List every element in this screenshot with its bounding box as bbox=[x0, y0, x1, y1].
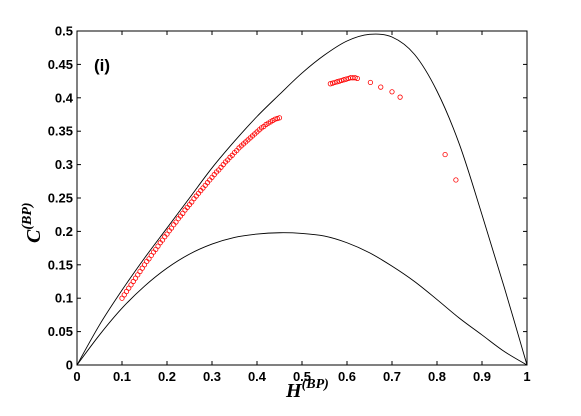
data-point bbox=[336, 78, 342, 84]
y-tick-label: 0.1 bbox=[55, 291, 73, 306]
x-axis-title: H(BP) bbox=[285, 377, 329, 402]
data-point bbox=[329, 80, 336, 86]
x-tick-label: 0.5 bbox=[293, 369, 311, 384]
data-point bbox=[338, 77, 345, 84]
data-point bbox=[343, 76, 349, 82]
x-axis-title-base: H bbox=[285, 380, 303, 402]
data-point bbox=[272, 116, 278, 122]
y-axis-title-base: C bbox=[23, 229, 45, 243]
data-point bbox=[453, 177, 459, 183]
x-tick-label: 1 bbox=[523, 369, 530, 384]
panel-label: (i) bbox=[94, 56, 110, 75]
x-tick-label: 0.2 bbox=[158, 369, 176, 384]
data-point bbox=[334, 79, 340, 85]
data-point bbox=[352, 75, 358, 81]
x-tick-labels: 0 0.1 0.2 0.3 0.4 0.5 0.6 0.7 0.8 0.9 1 bbox=[73, 369, 530, 384]
data-point bbox=[442, 151, 448, 158]
data-point bbox=[389, 89, 395, 95]
data-point bbox=[332, 79, 338, 86]
data-point bbox=[378, 84, 384, 90]
upper-boundary-curve bbox=[76, 33, 528, 366]
y-tick-label: 0.25 bbox=[48, 191, 73, 206]
y-tick-label: 0 bbox=[66, 358, 73, 373]
data-point bbox=[274, 115, 280, 122]
data-point bbox=[341, 77, 347, 83]
y-tick-label: 0.05 bbox=[48, 324, 73, 339]
y-tick-label: 0.45 bbox=[48, 57, 73, 72]
y-axis-title: C(BP) bbox=[20, 202, 45, 243]
x-tick-label: 0.7 bbox=[383, 369, 401, 384]
x-tick-label: 0.8 bbox=[428, 369, 446, 384]
data-point bbox=[327, 81, 333, 87]
x-tick-label: 0.9 bbox=[473, 369, 491, 384]
y-axis-title-sup: (BP) bbox=[20, 202, 35, 229]
x-axis-title-sup: (BP) bbox=[302, 377, 329, 392]
x-tick-label: 0.1 bbox=[113, 369, 131, 384]
data-point bbox=[367, 79, 373, 86]
x-tick-label: 0.3 bbox=[203, 369, 221, 384]
y-tick-label: 0.4 bbox=[55, 90, 74, 105]
plot-frame bbox=[76, 30, 528, 366]
y-tick-label: 0.15 bbox=[48, 257, 73, 272]
data-point bbox=[276, 115, 283, 121]
y-tick-label: 0.2 bbox=[55, 224, 73, 239]
lower-boundary-curve bbox=[76, 232, 528, 366]
data-point bbox=[354, 75, 360, 82]
data-points bbox=[119, 75, 459, 301]
x-tick-label: 0 bbox=[73, 369, 80, 384]
x-tick-label: 0.6 bbox=[338, 369, 356, 384]
x-tick-label: 0.4 bbox=[248, 369, 267, 384]
y-tick-label: 0.5 bbox=[55, 24, 73, 39]
y-tick-labels: 0 0.05 0.1 0.15 0.2 0.25 0.3 0.35 0.4 0.45 0.5 bbox=[48, 24, 74, 373]
y-tick-label: 0.3 bbox=[55, 157, 73, 172]
data-point bbox=[397, 94, 403, 100]
boundary-curves bbox=[76, 33, 528, 366]
y-tick-label: 0.35 bbox=[48, 124, 73, 139]
axis-ticks bbox=[76, 30, 528, 366]
